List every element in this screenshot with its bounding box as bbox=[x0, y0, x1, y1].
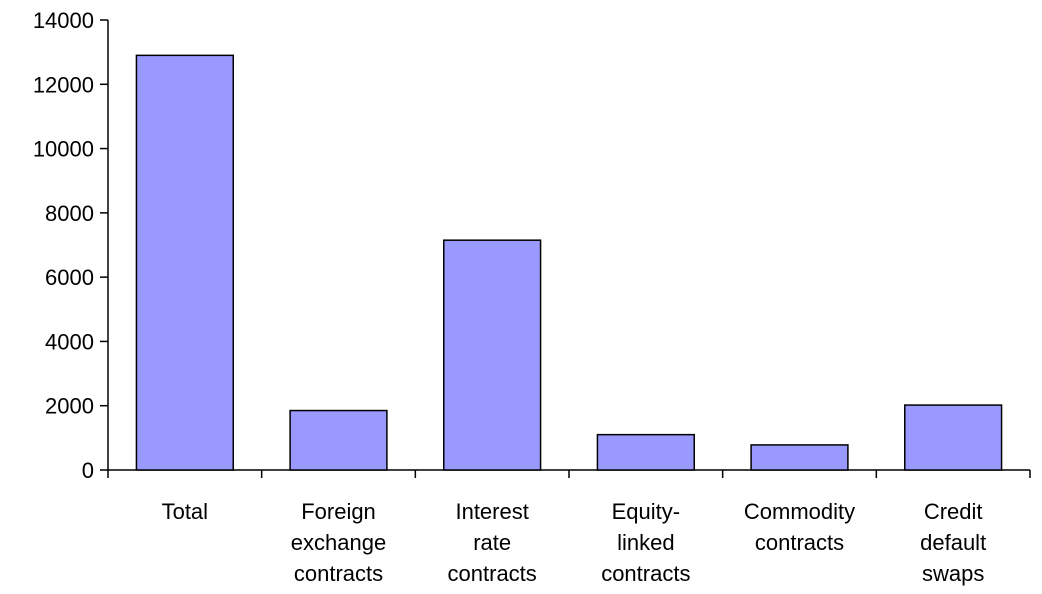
y-tick-label: 8000 bbox=[45, 201, 94, 226]
category-label-line: Interest bbox=[455, 499, 528, 524]
bar bbox=[596, 433, 695, 471]
category-label-line: Credit bbox=[924, 499, 983, 524]
category-label-line: Total bbox=[162, 499, 208, 524]
category-label-line: Equity- bbox=[612, 499, 680, 524]
y-tick-label: 0 bbox=[82, 458, 94, 483]
y-tick-label: 2000 bbox=[45, 394, 94, 419]
category-label: Credit default swaps bbox=[920, 499, 986, 586]
category-label-line: Commodity bbox=[744, 499, 855, 524]
category-label: Equity-linked contracts bbox=[601, 499, 690, 586]
category-label-line: contracts bbox=[294, 561, 383, 586]
y-tick-label: 10000 bbox=[33, 137, 94, 162]
x-axis bbox=[107, 469, 1031, 478]
bar bbox=[750, 444, 849, 471]
category-label-line: default bbox=[920, 530, 986, 555]
category-label-line: contracts bbox=[755, 530, 844, 555]
category-label-line: exchange bbox=[291, 530, 386, 555]
bar bbox=[289, 409, 388, 471]
y-tick-label: 6000 bbox=[45, 265, 94, 290]
bar bbox=[135, 54, 234, 471]
y-tick-label: 4000 bbox=[45, 329, 94, 354]
category-label-line: Foreign bbox=[301, 499, 376, 524]
category-label-line: linked bbox=[617, 530, 674, 555]
y-tick-label: 14000 bbox=[33, 8, 94, 33]
category-label: Interest rate contracts bbox=[448, 499, 537, 586]
category-label: Foreign exchange contracts bbox=[291, 499, 386, 586]
y-axis: 0 2000 4000 6000 8000 10000 12000 14000 bbox=[33, 8, 109, 483]
bar bbox=[443, 239, 542, 471]
bar bbox=[904, 404, 1003, 471]
category-label-line: rate bbox=[473, 530, 511, 555]
category-label-line: swaps bbox=[922, 561, 984, 586]
category-labels: Total Foreign exchange contracts Interest rat… bbox=[162, 499, 987, 586]
y-tick-label: 12000 bbox=[33, 72, 94, 97]
category-label: Commodity contracts bbox=[744, 499, 855, 555]
bars bbox=[135, 54, 1003, 471]
category-label-line: contracts bbox=[448, 561, 537, 586]
category-label: Total bbox=[162, 499, 208, 524]
category-label-line: contracts bbox=[601, 561, 690, 586]
